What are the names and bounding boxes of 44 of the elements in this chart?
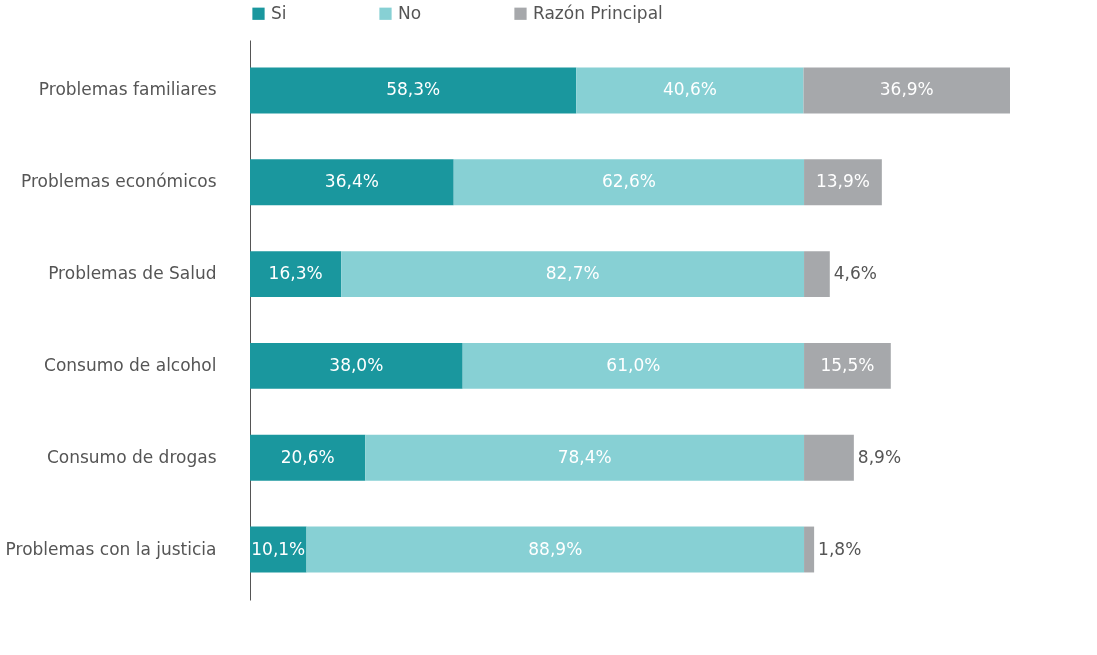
data-label: 38,0% [329, 354, 384, 375]
bar [462, 342, 805, 389]
data-label: 16,3% [268, 263, 323, 284]
bar [576, 67, 804, 114]
bar [803, 67, 1010, 114]
bar [453, 159, 805, 206]
data-label: 62,6% [601, 171, 656, 192]
bar [250, 67, 577, 114]
bar [365, 434, 805, 481]
data-label: 88,9% [528, 538, 583, 559]
data-label: 36,9% [879, 79, 934, 100]
data-label: 4,6% [833, 263, 877, 284]
data-label: 58,3% [386, 79, 441, 100]
legend-label: Si [271, 2, 287, 23]
y-tick-label: Problemas económicos [21, 171, 217, 192]
bar [306, 526, 805, 573]
data-label: 36,4% [324, 171, 379, 192]
y-tick-label: Problemas con la justicia [5, 538, 217, 559]
data-label: 10,1% [251, 538, 306, 559]
bar [250, 251, 342, 298]
bar [341, 251, 805, 298]
bar [250, 159, 454, 206]
data-label: 1,8% [818, 538, 862, 559]
y-tick-label: Consumo de alcohol [44, 354, 217, 375]
data-label: 20,6% [280, 446, 335, 467]
bar [804, 159, 882, 206]
bar [250, 342, 463, 389]
data-label: 15,5% [820, 354, 875, 375]
bar [804, 526, 815, 573]
data-label: 8,9% [857, 446, 902, 467]
legend-label: Razón Principal [533, 2, 663, 23]
y-tick-label: Problemas de Salud [48, 263, 217, 284]
bar [804, 434, 854, 481]
legend-label: No [398, 2, 422, 23]
data-label: 40,6% [662, 79, 717, 100]
y-tick-label: Problemas familiares [38, 79, 217, 100]
data-label: 82,7% [545, 263, 600, 284]
y-tick-label: Consumo de drogas [46, 446, 217, 467]
bar [804, 251, 830, 298]
data-label: 13,9% [815, 171, 870, 192]
data-label: 78,4% [557, 446, 612, 467]
bar [250, 434, 366, 481]
data-label: 61,0% [606, 354, 661, 375]
bar [804, 342, 891, 389]
